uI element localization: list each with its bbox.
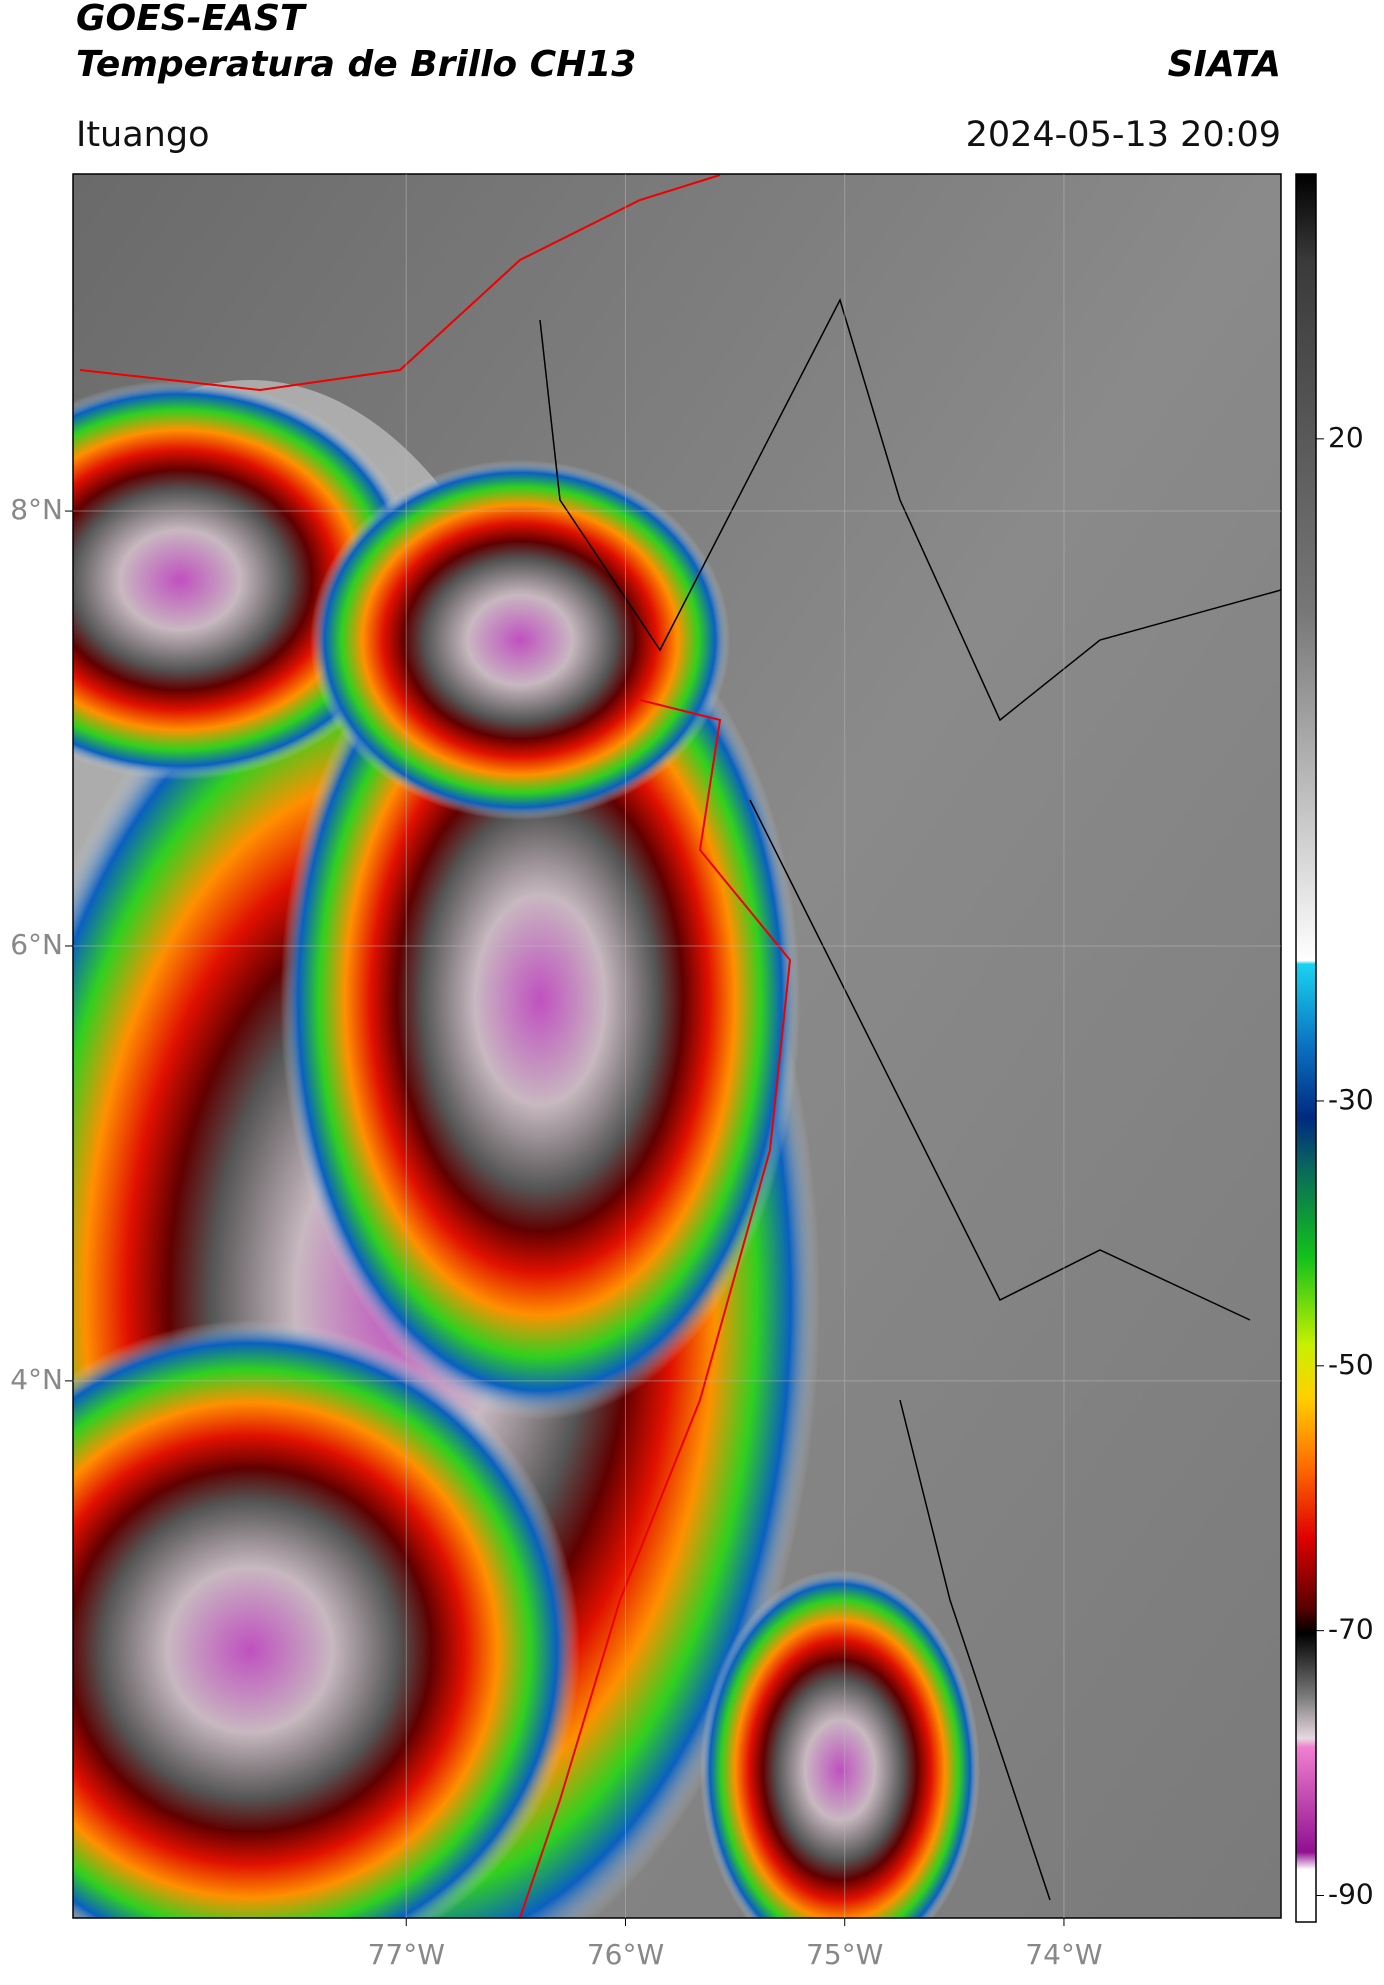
lon-label: 74°W	[1025, 1938, 1102, 1971]
lat-label: 6°N	[10, 928, 63, 961]
lat-label: 8°N	[10, 493, 63, 526]
colorbar-label: 20	[1328, 421, 1364, 454]
colorbar-label: -30	[1328, 1083, 1374, 1116]
datetime: 2024-05-13 20:09	[966, 115, 1281, 155]
satellite-image	[73, 174, 1281, 1918]
colorbar-label: -70	[1328, 1613, 1374, 1646]
location: Ituango	[76, 115, 210, 155]
lat-label: 4°N	[10, 1363, 63, 1396]
lon-label: 76°W	[587, 1938, 664, 1971]
title: GOES-EAST	[76, 0, 307, 39]
source: SIATA	[1168, 44, 1281, 85]
colorbar	[1295, 173, 1317, 1923]
map-frame	[72, 173, 1282, 1919]
lon-label: 77°W	[368, 1938, 445, 1971]
lon-label: 75°W	[806, 1938, 883, 1971]
colorbar-label: -50	[1328, 1348, 1374, 1381]
colorbar-label: -90	[1328, 1878, 1374, 1911]
subtitle: Temperatura de Brillo CH13	[76, 44, 636, 85]
